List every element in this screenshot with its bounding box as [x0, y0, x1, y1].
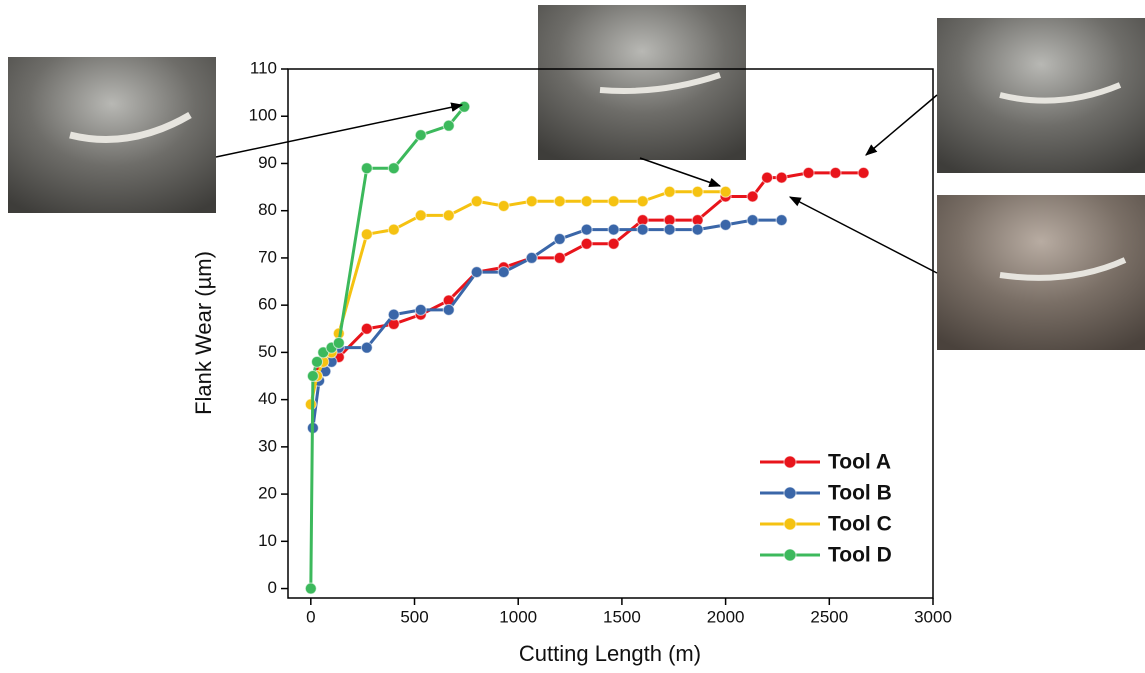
- legend-marker: [783, 548, 797, 562]
- data-point: [525, 195, 538, 208]
- data-point: [497, 199, 510, 212]
- data-point: [306, 370, 319, 383]
- legend-label: Tool C: [828, 513, 892, 536]
- series-line: [311, 218, 782, 429]
- y-tick-label: 30: [258, 436, 277, 455]
- data-point: [360, 228, 373, 241]
- legend-marker: [783, 455, 797, 469]
- y-tick-label: 90: [258, 153, 277, 172]
- data-point: [470, 195, 483, 208]
- data-point: [458, 100, 471, 113]
- data-point: [580, 223, 593, 236]
- y-tick-label: 10: [258, 531, 277, 550]
- data-point: [332, 336, 345, 349]
- arrows: [215, 94, 938, 274]
- data-point: [636, 195, 649, 208]
- data-point: [525, 251, 538, 264]
- y-axis-title: Flank Wear (µm): [191, 251, 216, 415]
- y-tick-label: 100: [249, 106, 277, 125]
- data-point: [304, 398, 317, 411]
- plot-frame: [287, 68, 934, 599]
- legend-label: Tool B: [828, 482, 892, 505]
- x-tick-label: 1000: [499, 607, 537, 626]
- data-point: [304, 582, 317, 595]
- data-point: [360, 322, 373, 335]
- data-point: [553, 233, 566, 246]
- data-point: [691, 185, 704, 198]
- y-tick-label: 70: [258, 247, 277, 266]
- data-point: [663, 185, 676, 198]
- x-tick-label: 0: [306, 607, 315, 626]
- legend-marker: [783, 486, 797, 500]
- data-point: [719, 185, 732, 198]
- x-tick-label: 500: [400, 607, 428, 626]
- data-point: [746, 190, 759, 203]
- data-point: [580, 237, 593, 250]
- photo: [937, 18, 1145, 173]
- x-tick-label: 1500: [603, 607, 641, 626]
- data-point: [414, 303, 427, 316]
- data-point: [442, 209, 455, 222]
- data-point: [360, 162, 373, 175]
- photo: [937, 195, 1145, 350]
- legend-label: Tool A: [828, 451, 891, 474]
- y-tick-label: 80: [258, 200, 277, 219]
- data-point: [414, 209, 427, 222]
- data-point: [857, 166, 870, 179]
- data-point: [636, 223, 649, 236]
- x-tick-label: 2000: [707, 607, 745, 626]
- y-tick-label: 20: [258, 484, 277, 503]
- data-point: [691, 223, 704, 236]
- data-point: [802, 166, 815, 179]
- data-point: [387, 162, 400, 175]
- data-point: [442, 303, 455, 316]
- data-point: [746, 214, 759, 227]
- series-line: [309, 190, 726, 405]
- y-tick-label: 0: [268, 578, 277, 597]
- data-point: [414, 129, 427, 142]
- x-tick-label: 3000: [914, 607, 952, 626]
- data-point: [580, 195, 593, 208]
- data-point: [311, 355, 324, 368]
- data-point: [761, 171, 774, 184]
- data-point: [607, 237, 620, 250]
- legend-marker: [783, 517, 797, 531]
- y-tick-label: 110: [250, 58, 277, 77]
- y-tick-label: 40: [258, 389, 277, 408]
- photo: [538, 5, 746, 160]
- data-point: [442, 119, 455, 132]
- photo: [8, 57, 216, 213]
- data-point: [360, 341, 373, 354]
- data-point: [470, 266, 483, 279]
- plot: 0 500 1000 1500 2000 2500 3000 0 10 20 30 40 50 60 70 8…: [249, 58, 952, 626]
- y-tick-label: 60: [258, 295, 277, 314]
- data-point: [663, 223, 676, 236]
- data-point: [387, 223, 400, 236]
- data-point: [829, 166, 842, 179]
- data-point: [387, 308, 400, 321]
- data-point: [607, 223, 620, 236]
- data-point: [553, 195, 566, 208]
- data-point: [775, 171, 788, 184]
- data-point: [497, 266, 510, 279]
- data-point: [775, 214, 788, 227]
- data-point: [607, 195, 620, 208]
- legend-label: Tool D: [828, 544, 892, 567]
- data-point: [553, 251, 566, 264]
- data-point: [719, 218, 732, 231]
- x-tick-label: 2500: [810, 607, 848, 626]
- x-axis-title: Cutting Length (m): [519, 641, 701, 666]
- y-tick-label: 50: [258, 342, 277, 361]
